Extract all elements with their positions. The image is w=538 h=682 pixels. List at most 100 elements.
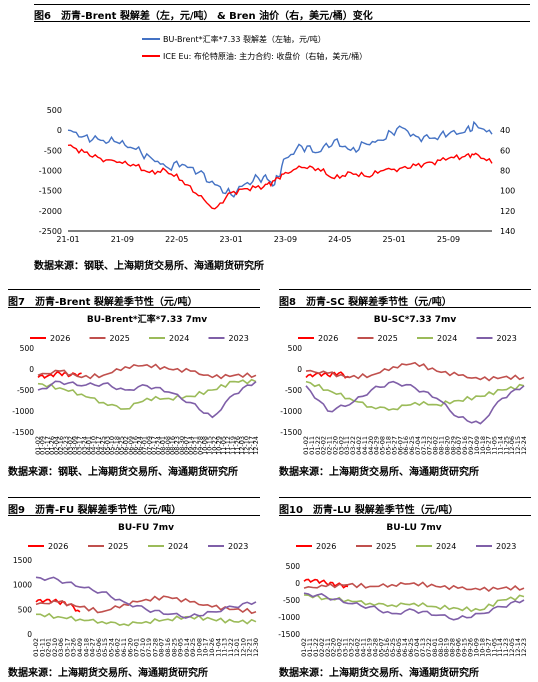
x-tick-label: 12-30 [252, 638, 260, 657]
x-tick-label: 12-15 [514, 436, 522, 455]
y-tick-label: -1500 [12, 428, 34, 437]
y-left-tick-label: -2000 [39, 207, 62, 216]
x-tick-label: 08-07 [158, 638, 166, 657]
x-tick-label: 07-17 [150, 436, 158, 455]
x-tick-label: 06-16 [131, 436, 139, 455]
figure-7-title: 图7 沥青-Brent 裂解差季节性（元/吨） [8, 297, 198, 308]
x-tick-label: 02-11 [326, 436, 334, 455]
x-tick-label: 03-11 [342, 638, 350, 657]
x-tick-label: 04-18 [82, 638, 90, 657]
x-tick-label: 11-05 [220, 436, 228, 455]
y-tick-label: 500 [288, 344, 303, 353]
x-tick-label: 22-05 [165, 235, 188, 244]
legend-label-brent-price: ICE Eu: 布伦特原油: 主力合约: 收盘价（右轴，美元/桶） [163, 51, 367, 61]
x-tick-label: 09-14 [187, 436, 195, 455]
legend-label-2024: 2024 [168, 542, 188, 551]
x-tick-label: 06-16 [402, 436, 410, 455]
x-tick-label: 03-06 [57, 638, 65, 657]
y-tick-label: 500 [286, 562, 301, 571]
series-line-2024 [36, 612, 257, 627]
x-tick-label: 07-04 [413, 638, 421, 657]
y-tick-label: -1500 [278, 630, 300, 639]
x-tick-label: 10-18 [478, 638, 486, 657]
x-tick-label: 08-08 [164, 436, 172, 455]
x-tick-label: 11-04 [214, 638, 222, 657]
x-tick-label: 11-05 [491, 436, 499, 455]
y-left-tick-label: 500 [47, 106, 62, 115]
x-tick-label: 01-02 [32, 638, 40, 657]
figure-6-chart: BU-Brent*汇率*7.33 裂解差（左轴，元/吨） ICE Eu: 布伦特… [39, 34, 516, 244]
x-tick-label: 02-01 [45, 638, 53, 657]
x-tick-label: 07-13 [419, 638, 427, 657]
x-tick-label: 05-25 [117, 436, 125, 455]
figure-6-series [67, 120, 493, 210]
x-tick-label: 12-05 [508, 638, 516, 657]
x-tick-label: 24-05 [328, 235, 351, 244]
x-tick-label: 12-10 [243, 436, 251, 455]
x-tick-label: 06-14 [401, 638, 409, 657]
x-tick-label: 05-18 [113, 436, 121, 455]
x-tick-label: 05-24 [107, 638, 115, 657]
x-tick-label: 12-10 [239, 638, 247, 657]
x-tick-label: 03-24 [80, 436, 88, 455]
x-tick-label: 01-17 [43, 436, 51, 455]
legend-label-2023: 2023 [497, 334, 517, 343]
x-tick-label: 08-02 [432, 436, 440, 455]
x-tick-label: 05-10 [108, 436, 116, 455]
figure-9-title: 图9 沥青-FU 裂解差季节性（元/吨） [8, 505, 182, 516]
y-left-tick-label: -500 [44, 146, 62, 155]
x-tick-label: 07-22 [425, 638, 433, 657]
figure-10-title: 图10 沥青-LU 裂解差季节性（元/吨） [279, 505, 459, 516]
x-tick-label: 04-02 [355, 436, 363, 455]
y-right-tick-label: 120 [500, 207, 515, 216]
figure-7-chart: BU-Brent*汇率*7.33 7mv 2026 2025 2024 2023 500 0… [12, 313, 260, 455]
x-tick-label: 03-09 [71, 436, 79, 455]
x-tick-label: 08-10 [437, 638, 445, 657]
x-tick-label: 12-23 [520, 638, 528, 657]
x-tick-label: 11-26 [233, 436, 241, 455]
legend-label-2026: 2026 [316, 542, 336, 551]
x-tick-label: 12-03 [238, 436, 246, 455]
series-line-2023 [35, 576, 257, 619]
x-tick-label: 11-22 [227, 638, 235, 657]
y-tick-label: 0 [295, 579, 300, 588]
legend-label-2023: 2023 [496, 542, 516, 551]
x-tick-label: 04-11 [361, 436, 369, 455]
figure-8-source: 数据来源：上海期货交易所、海通期货研究所 [279, 467, 479, 478]
x-tick-label: 06-07 [396, 436, 404, 455]
x-tick-label: 25-01 [383, 235, 406, 244]
x-tick-label: 05-03 [104, 436, 112, 455]
x-tick-label: 11-12 [224, 436, 232, 455]
x-tick-label: 01-11 [306, 638, 314, 657]
x-tick-label: 02-16 [57, 436, 65, 455]
x-tick-label: 02-11 [324, 638, 332, 657]
x-tick-label: 09-26 [466, 638, 474, 657]
x-tick-label: 03-02 [337, 436, 345, 455]
x-tick-label: 01-26 [48, 436, 56, 455]
x-tick-label: 03-02 [336, 638, 344, 657]
x-tick-label: 12-14 [514, 638, 522, 657]
x-tick-label: 08-23 [173, 436, 181, 455]
x-tick-label: 04-27 [89, 638, 97, 657]
series-line-2026 [305, 371, 350, 379]
x-tick-label: 01-02 [300, 638, 308, 657]
figure-6-right-axis: 40 60 80 100 120 140 [500, 126, 515, 236]
x-tick-label: 07-19 [145, 638, 153, 657]
x-tick-label: 03-02 [66, 436, 74, 455]
series-line-2025 [303, 581, 525, 593]
x-tick-label: 05-06 [95, 638, 103, 657]
x-tick-label: 06-02 [114, 638, 122, 657]
x-tick-label: 01-09 [39, 436, 47, 455]
x-tick-label: 01-22 [314, 436, 322, 455]
x-tick-label: 04-09 [76, 638, 84, 657]
series-line-2025 [37, 363, 257, 380]
x-tick-label: 09-15 [461, 638, 469, 657]
legend-label-2025: 2025 [376, 542, 396, 551]
x-tick-label: 09-07 [182, 436, 190, 455]
y-tick-label: 500 [18, 605, 33, 614]
x-tick-label: 07-24 [155, 436, 163, 455]
x-tick-label: 06-20 [126, 638, 134, 657]
x-tick-label: 06-02 [122, 436, 130, 455]
x-tick-label: 05-08 [379, 436, 387, 455]
x-tick-label: 01-11 [38, 638, 46, 657]
